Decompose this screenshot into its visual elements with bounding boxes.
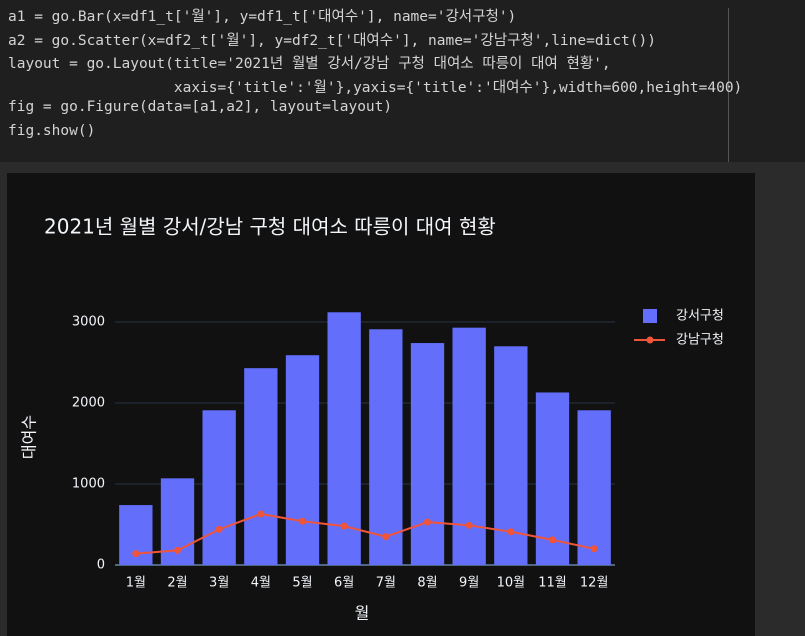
bar xyxy=(244,368,278,565)
x-tick-label: 6월 xyxy=(334,576,354,591)
code-cell: a1 = go.Bar(x=df1_t['월'], y=df1_t['대여수']… xyxy=(0,0,805,162)
code-line: fig = go.Figure(data=[a1,a2], layout=lay… xyxy=(8,99,393,115)
bar xyxy=(285,355,320,565)
code-line: fig.show() xyxy=(8,122,96,139)
y-tick-label: 3000 xyxy=(72,314,105,329)
point xyxy=(132,550,140,558)
cell-divider xyxy=(728,8,729,162)
legend-swatch xyxy=(643,309,657,323)
x-tick-label: 7월 xyxy=(376,576,396,591)
point xyxy=(590,545,598,553)
code-line: a2 = go.Scatter(x=df2_t['월'], y=df2_t['대… xyxy=(8,32,656,49)
chart: 2021년 월별 강서/강남 구청 대여소 따릉이 대여 현황 월 대여수 0 1… xyxy=(7,173,755,636)
x-tick-label: 9월 xyxy=(459,576,479,591)
bar xyxy=(452,327,486,565)
y-tick-label: 2000 xyxy=(72,395,105,410)
point xyxy=(215,525,223,533)
point xyxy=(257,510,265,518)
bar xyxy=(202,410,236,565)
code-line: layout = go.Layout(title='2021년 월별 강서/강남… xyxy=(8,56,611,72)
x-tick-label: 2월 xyxy=(167,576,187,591)
x-tick-label: 10월 xyxy=(497,576,526,591)
y-axis-title: 대여수 xyxy=(20,415,39,459)
legend-label: 강서구청 xyxy=(676,309,724,324)
point xyxy=(465,521,473,529)
y-tick-label: 1000 xyxy=(72,476,105,491)
line xyxy=(135,512,595,555)
code-line: xaxis={'title':'월'},yaxis={'title':'대여수'… xyxy=(8,79,743,96)
point xyxy=(424,518,431,526)
bar xyxy=(535,392,570,565)
x-tick-label: 12월 xyxy=(580,576,609,591)
legend-swatch xyxy=(646,336,654,344)
code-line: a1 = go.Bar(x=df1_t['월'], y=df1_t['대여수']… xyxy=(8,9,517,25)
bar xyxy=(410,343,445,565)
y-tick-label: 0 xyxy=(97,558,105,573)
legend-label: 강남구청 xyxy=(676,333,724,348)
point xyxy=(549,536,556,544)
x-tick-label: 5월 xyxy=(292,576,312,591)
x-axis-title: 월 xyxy=(355,604,370,623)
bar xyxy=(577,410,611,565)
point xyxy=(174,546,181,554)
x-tick-label: 3월 xyxy=(209,576,229,591)
bar xyxy=(369,329,403,565)
chart-title: 2021년 월별 강서/강남 구청 대여소 따릉이 대여 현황 xyxy=(44,215,496,239)
x-tick-label: 1월 xyxy=(126,576,146,591)
x-tick-label: 4월 xyxy=(251,576,271,591)
x-tick-label: 8월 xyxy=(417,576,437,591)
point xyxy=(299,517,306,525)
point xyxy=(382,533,390,541)
point xyxy=(507,528,515,536)
point xyxy=(340,522,348,530)
x-tick-label: 11월 xyxy=(538,576,567,591)
